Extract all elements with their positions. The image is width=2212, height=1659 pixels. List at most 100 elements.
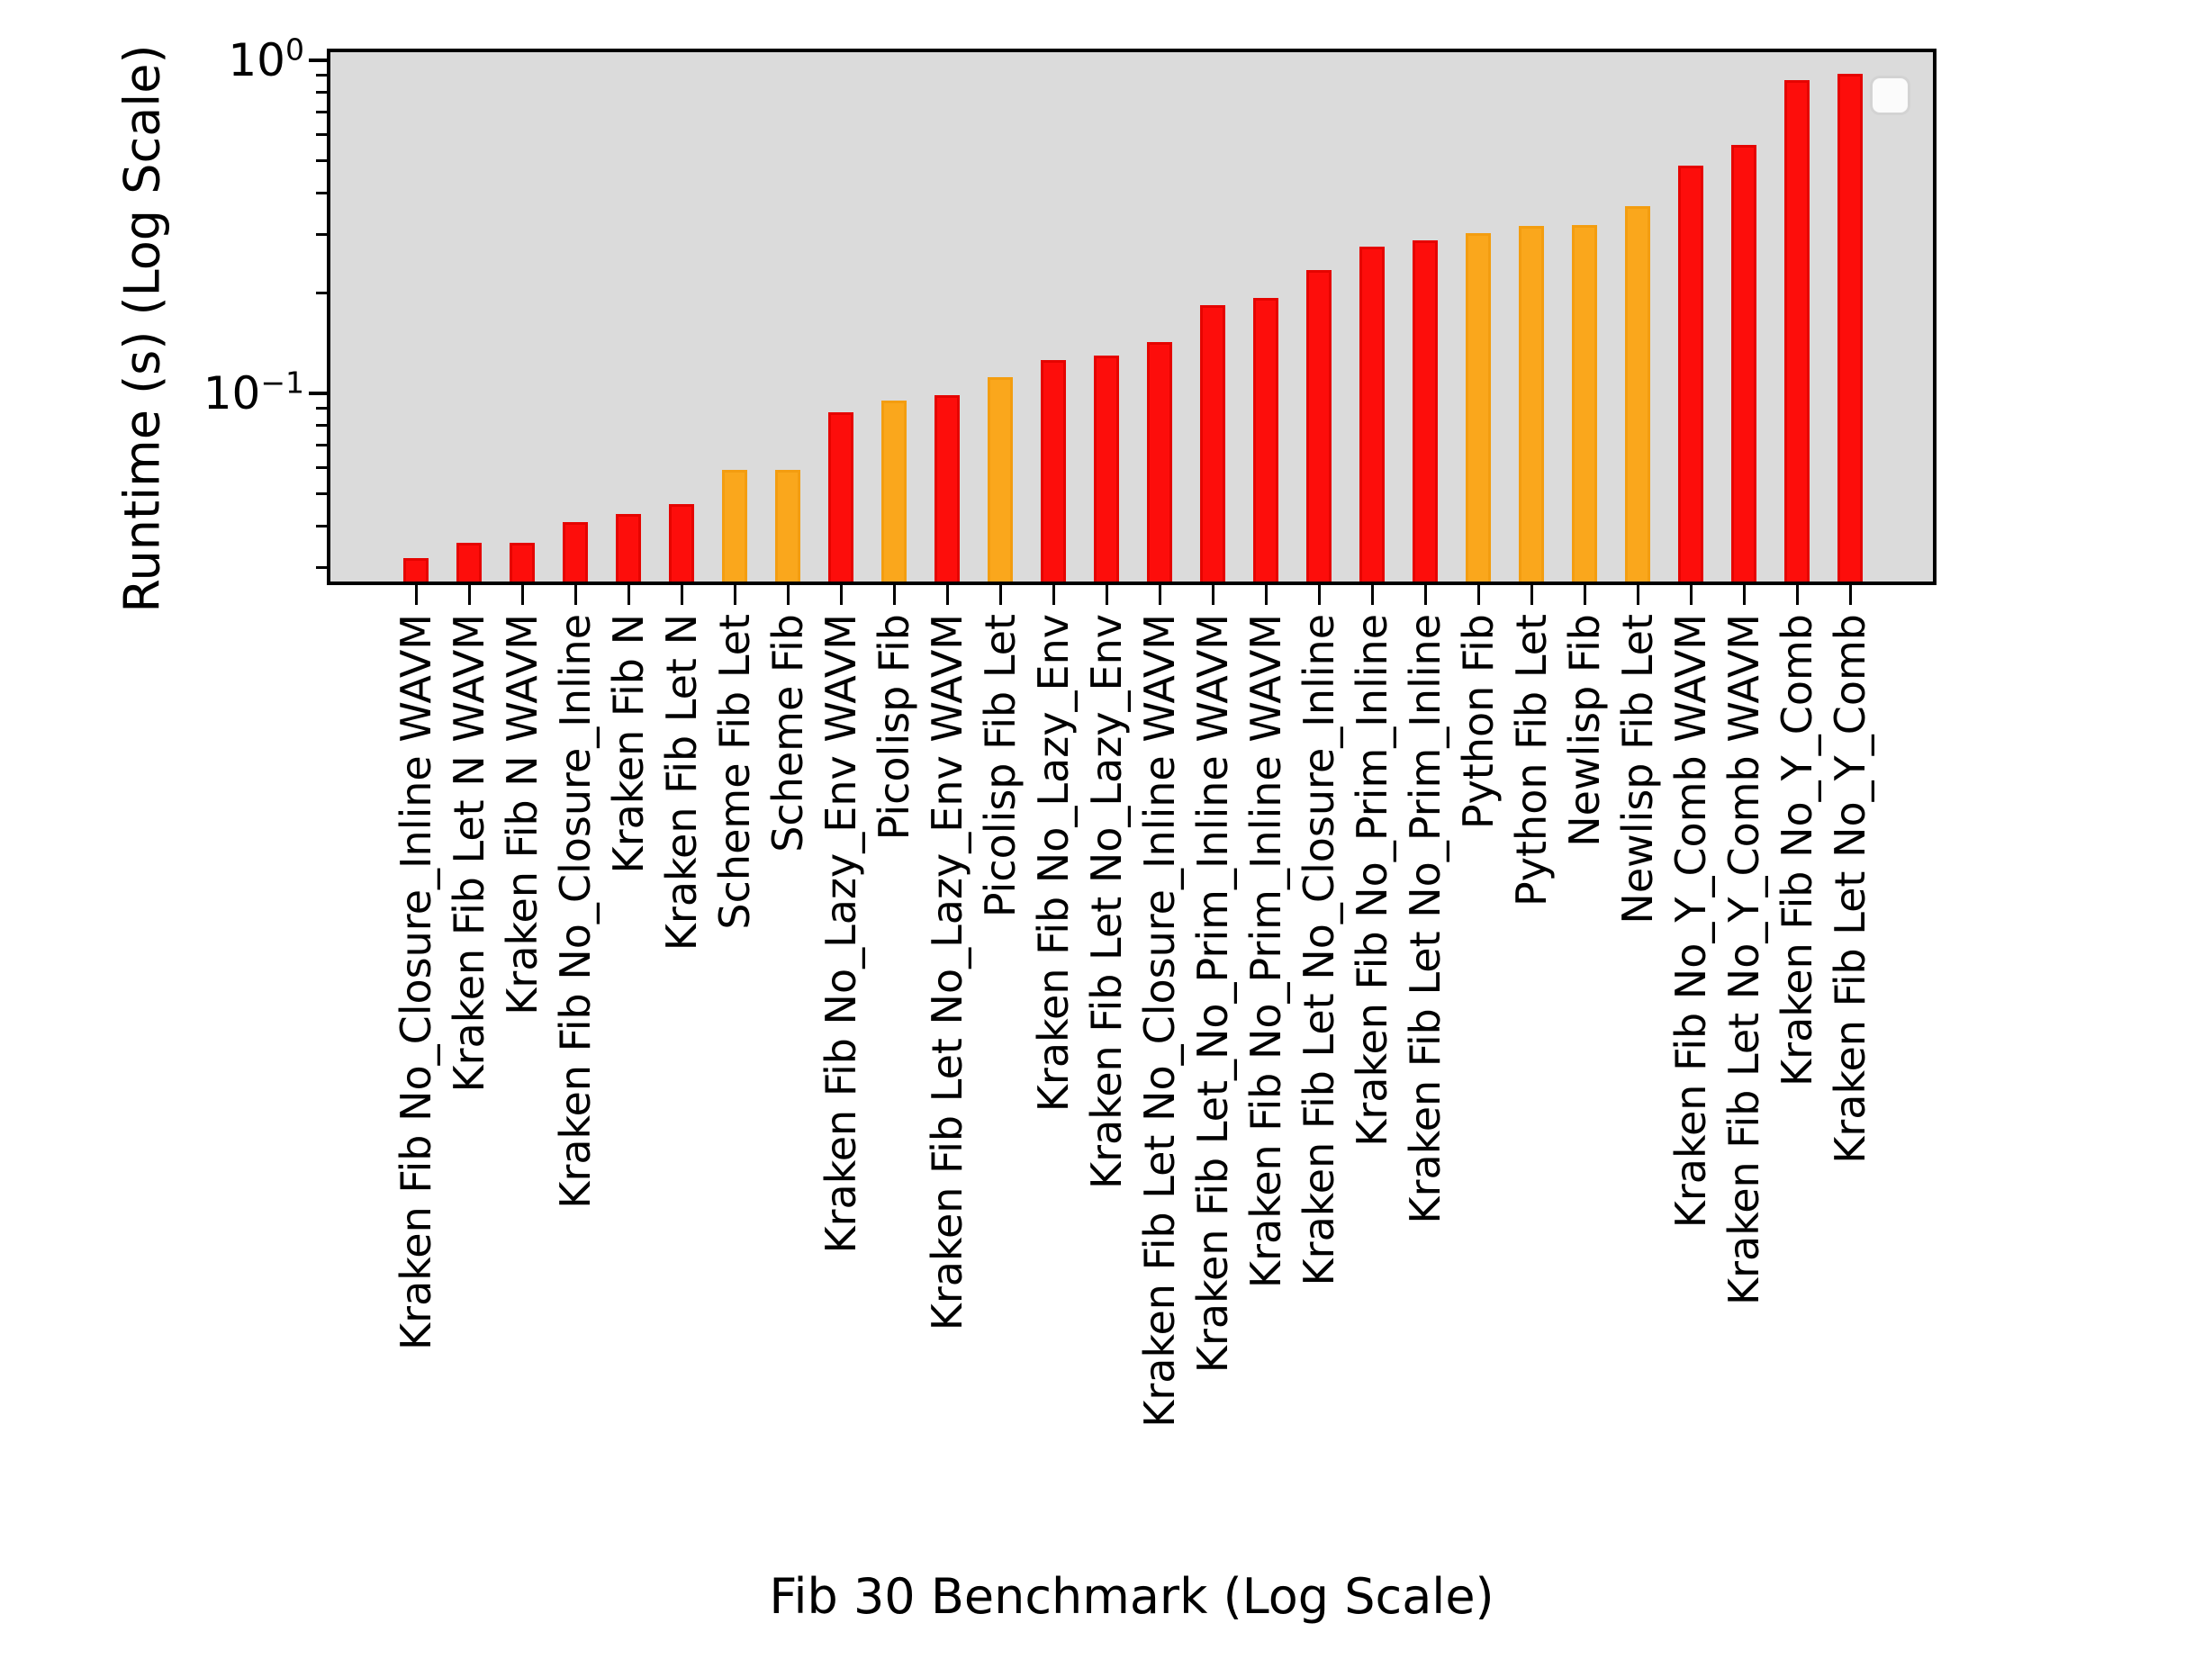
x-tick-mark (1211, 585, 1214, 605)
y-minor-tick-mark (316, 158, 327, 162)
x-tick-label: Kraken Fib Let N (657, 614, 706, 951)
x-tick-label: Kraken Fib Let No_Prim_Inline (1401, 614, 1449, 1224)
y-tick-label: 10−1 (203, 365, 304, 419)
x-tick-label: Kraken Fib Let_No_Prim_Inline WAVM (1188, 614, 1237, 1374)
x-tick-mark (627, 585, 630, 605)
bar (722, 469, 747, 585)
x-tick-label: Kraken Fib No_Y_Comb WAVM (1666, 614, 1715, 1229)
x-tick-mark (1476, 585, 1480, 605)
x-tick-label: Kraken Fib N WAVM (498, 614, 546, 1015)
bar (1466, 232, 1491, 585)
x-tick-label: Python Fib Let (1507, 614, 1556, 906)
x-tick-mark (467, 585, 471, 605)
x-tick-label: Kraken Fib No_Closure_Inline (551, 614, 600, 1209)
x-tick-mark (892, 585, 896, 605)
x-tick-mark (1583, 585, 1586, 605)
x-tick-mark (1052, 585, 1055, 605)
bar (1731, 144, 1756, 585)
x-tick-label: Kraken Fib No_Lazy_Env WAVM (817, 614, 865, 1254)
bar (775, 469, 800, 585)
bar (934, 394, 960, 585)
bar (988, 376, 1013, 585)
bar (1147, 341, 1172, 585)
x-tick-mark (1795, 585, 1799, 605)
bar (1200, 305, 1225, 585)
x-tick-mark (1530, 585, 1533, 605)
x-tick-label: Kraken Fib Let No_Lazy_Env (1082, 614, 1131, 1190)
x-tick-label: Kraken Fib Let No_Y_Comb (1826, 614, 1874, 1164)
y-minor-tick-mark (316, 407, 327, 410)
bar (456, 543, 482, 585)
bar (403, 558, 429, 585)
bar (510, 543, 535, 585)
bar (1678, 166, 1703, 585)
y-minor-tick-mark (316, 110, 327, 113)
x-tick-mark (786, 585, 790, 605)
bar (1253, 298, 1278, 585)
x-tick-mark (1370, 585, 1374, 605)
x-tick-label: Newlisp Fib (1560, 614, 1609, 847)
y-minor-tick-mark (316, 191, 327, 194)
x-tick-mark (1317, 585, 1321, 605)
bar (1784, 80, 1810, 585)
x-tick-label: Kraken Fib No_Prim_Inline WAVM (1241, 614, 1290, 1289)
bar (1837, 74, 1863, 585)
x-tick-label: Newlisp Fib Let (1613, 614, 1662, 924)
bar (1094, 355, 1119, 585)
bar (1413, 240, 1438, 585)
y-minor-tick-mark (316, 465, 327, 469)
x-tick-mark (520, 585, 524, 605)
y-minor-tick-mark (316, 443, 327, 446)
x-tick-mark (1742, 585, 1746, 605)
y-tick-mark (309, 392, 327, 395)
x-tick-mark (839, 585, 843, 605)
y-axis-title: Runtime (s) (Log Scale) (113, 44, 171, 613)
x-tick-label: Kraken Fib No_Prim_Inline (1348, 614, 1396, 1147)
y-tick-mark (309, 59, 327, 62)
y-minor-tick-mark (316, 292, 327, 295)
bar (1519, 226, 1544, 585)
y-minor-tick-mark (316, 232, 327, 236)
y-tick-label: 100 (228, 32, 304, 86)
x-tick-mark (414, 585, 418, 605)
y-minor-tick-mark (316, 491, 327, 495)
bar (563, 522, 588, 585)
x-tick-mark (1636, 585, 1639, 605)
x-tick-mark (1423, 585, 1427, 605)
x-tick-label: Kraken Fib Let No_Y_Comb WAVM (1720, 614, 1768, 1306)
x-tick-mark (945, 585, 949, 605)
x-tick-label: Python Fib (1454, 614, 1503, 830)
y-minor-tick-mark (316, 91, 327, 95)
x-tick-label: Picolisp Fib (870, 614, 918, 841)
x-tick-label: Kraken Fib Let No_Closure_Inline (1295, 614, 1343, 1286)
x-tick-mark (733, 585, 736, 605)
x-tick-mark (1158, 585, 1161, 605)
x-tick-label: Picolisp Fib Let (976, 614, 1025, 918)
legend-box (1870, 76, 1910, 115)
plot-area (327, 49, 1937, 585)
x-tick-mark (680, 585, 683, 605)
x-tick-label: Kraken Fib Let No_Closure_Inline WAVM (1135, 614, 1184, 1428)
bar (616, 513, 641, 585)
x-tick-label: Kraken Fib N (604, 614, 653, 874)
y-minor-tick-mark (316, 565, 327, 569)
y-minor-tick-mark (316, 524, 327, 527)
x-tick-mark (573, 585, 577, 605)
bar (828, 411, 853, 585)
x-tick-label: Kraken Fib No_Closure_Inline WAVM (392, 614, 440, 1350)
bar (1359, 246, 1385, 585)
x-tick-mark (1689, 585, 1693, 605)
y-minor-tick-mark (316, 74, 327, 77)
x-tick-mark (1264, 585, 1268, 605)
x-axis-title: Fib 30 Benchmark (Log Scale) (769, 1568, 1494, 1625)
x-tick-label: Scheme Fib Let (710, 614, 759, 930)
bar (1572, 225, 1597, 585)
x-tick-label: Kraken Fib No_Y_Comb (1773, 614, 1821, 1086)
x-tick-mark (998, 585, 1002, 605)
x-tick-label: Kraken Fib Let No_Lazy_Env WAVM (923, 614, 971, 1331)
x-tick-label: Scheme Fib (763, 614, 812, 852)
x-tick-label: Kraken Fib No_Lazy_Env (1029, 614, 1078, 1113)
bar (881, 401, 907, 585)
x-tick-mark (1848, 585, 1852, 605)
